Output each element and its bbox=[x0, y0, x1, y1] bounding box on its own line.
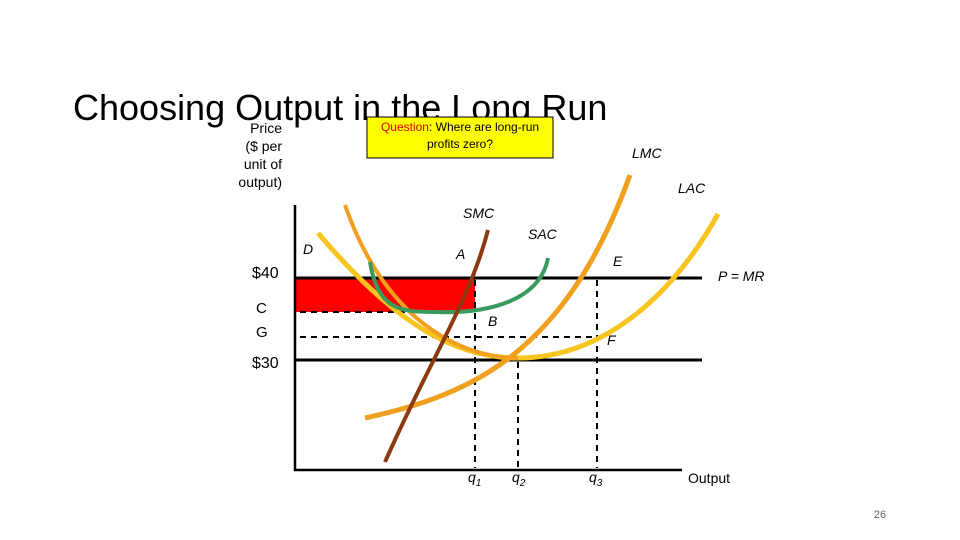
quantity-base: q bbox=[468, 469, 476, 485]
page-number: 26 bbox=[874, 509, 886, 521]
callout-lead: Question bbox=[381, 120, 429, 134]
quantity-base: q bbox=[589, 469, 597, 485]
sac-curve bbox=[368, 257, 550, 315]
price-label: C bbox=[256, 300, 267, 317]
curve-label: LAC bbox=[678, 180, 706, 196]
price-label: $40 bbox=[252, 265, 279, 282]
quantity-label: q1 bbox=[468, 469, 481, 489]
price-label: $30 bbox=[252, 355, 279, 372]
y-axis-label: unit of bbox=[244, 156, 282, 172]
quantity-base: q bbox=[512, 469, 520, 485]
quantity-label: q3 bbox=[589, 469, 603, 489]
callout-box bbox=[366, 116, 554, 159]
smc-curve bbox=[383, 229, 490, 463]
point-label: E bbox=[613, 253, 623, 269]
quantity-sub: 3 bbox=[597, 478, 603, 489]
point-label: F bbox=[607, 332, 617, 348]
lac-curve bbox=[316, 212, 721, 361]
demand-curve bbox=[343, 204, 519, 360]
curve-label: LMC bbox=[632, 145, 662, 161]
point-label: A bbox=[455, 246, 465, 262]
y-axis-label: output) bbox=[238, 174, 282, 190]
lmc-curve bbox=[364, 174, 633, 421]
x-axis-label: Output bbox=[688, 470, 730, 486]
quantity-label: q2 bbox=[512, 469, 526, 489]
curve-label: SMC bbox=[463, 205, 495, 221]
curve-label: SAC bbox=[528, 226, 558, 242]
price-label: G bbox=[256, 324, 268, 341]
curve-label: P = MR bbox=[718, 268, 765, 284]
callout-text: : Where are long-run bbox=[429, 120, 539, 134]
quantity-sub: 1 bbox=[476, 478, 482, 489]
y-axis-label: Price bbox=[250, 120, 282, 136]
callout-line-2: profits zero? bbox=[427, 137, 493, 151]
callout-line-1: Question: Where are long-run bbox=[381, 120, 539, 134]
point-label: D bbox=[303, 241, 313, 257]
quantity-sub: 2 bbox=[519, 478, 526, 489]
point-label: B bbox=[488, 313, 497, 329]
y-axis-label: ($ per bbox=[245, 138, 282, 154]
